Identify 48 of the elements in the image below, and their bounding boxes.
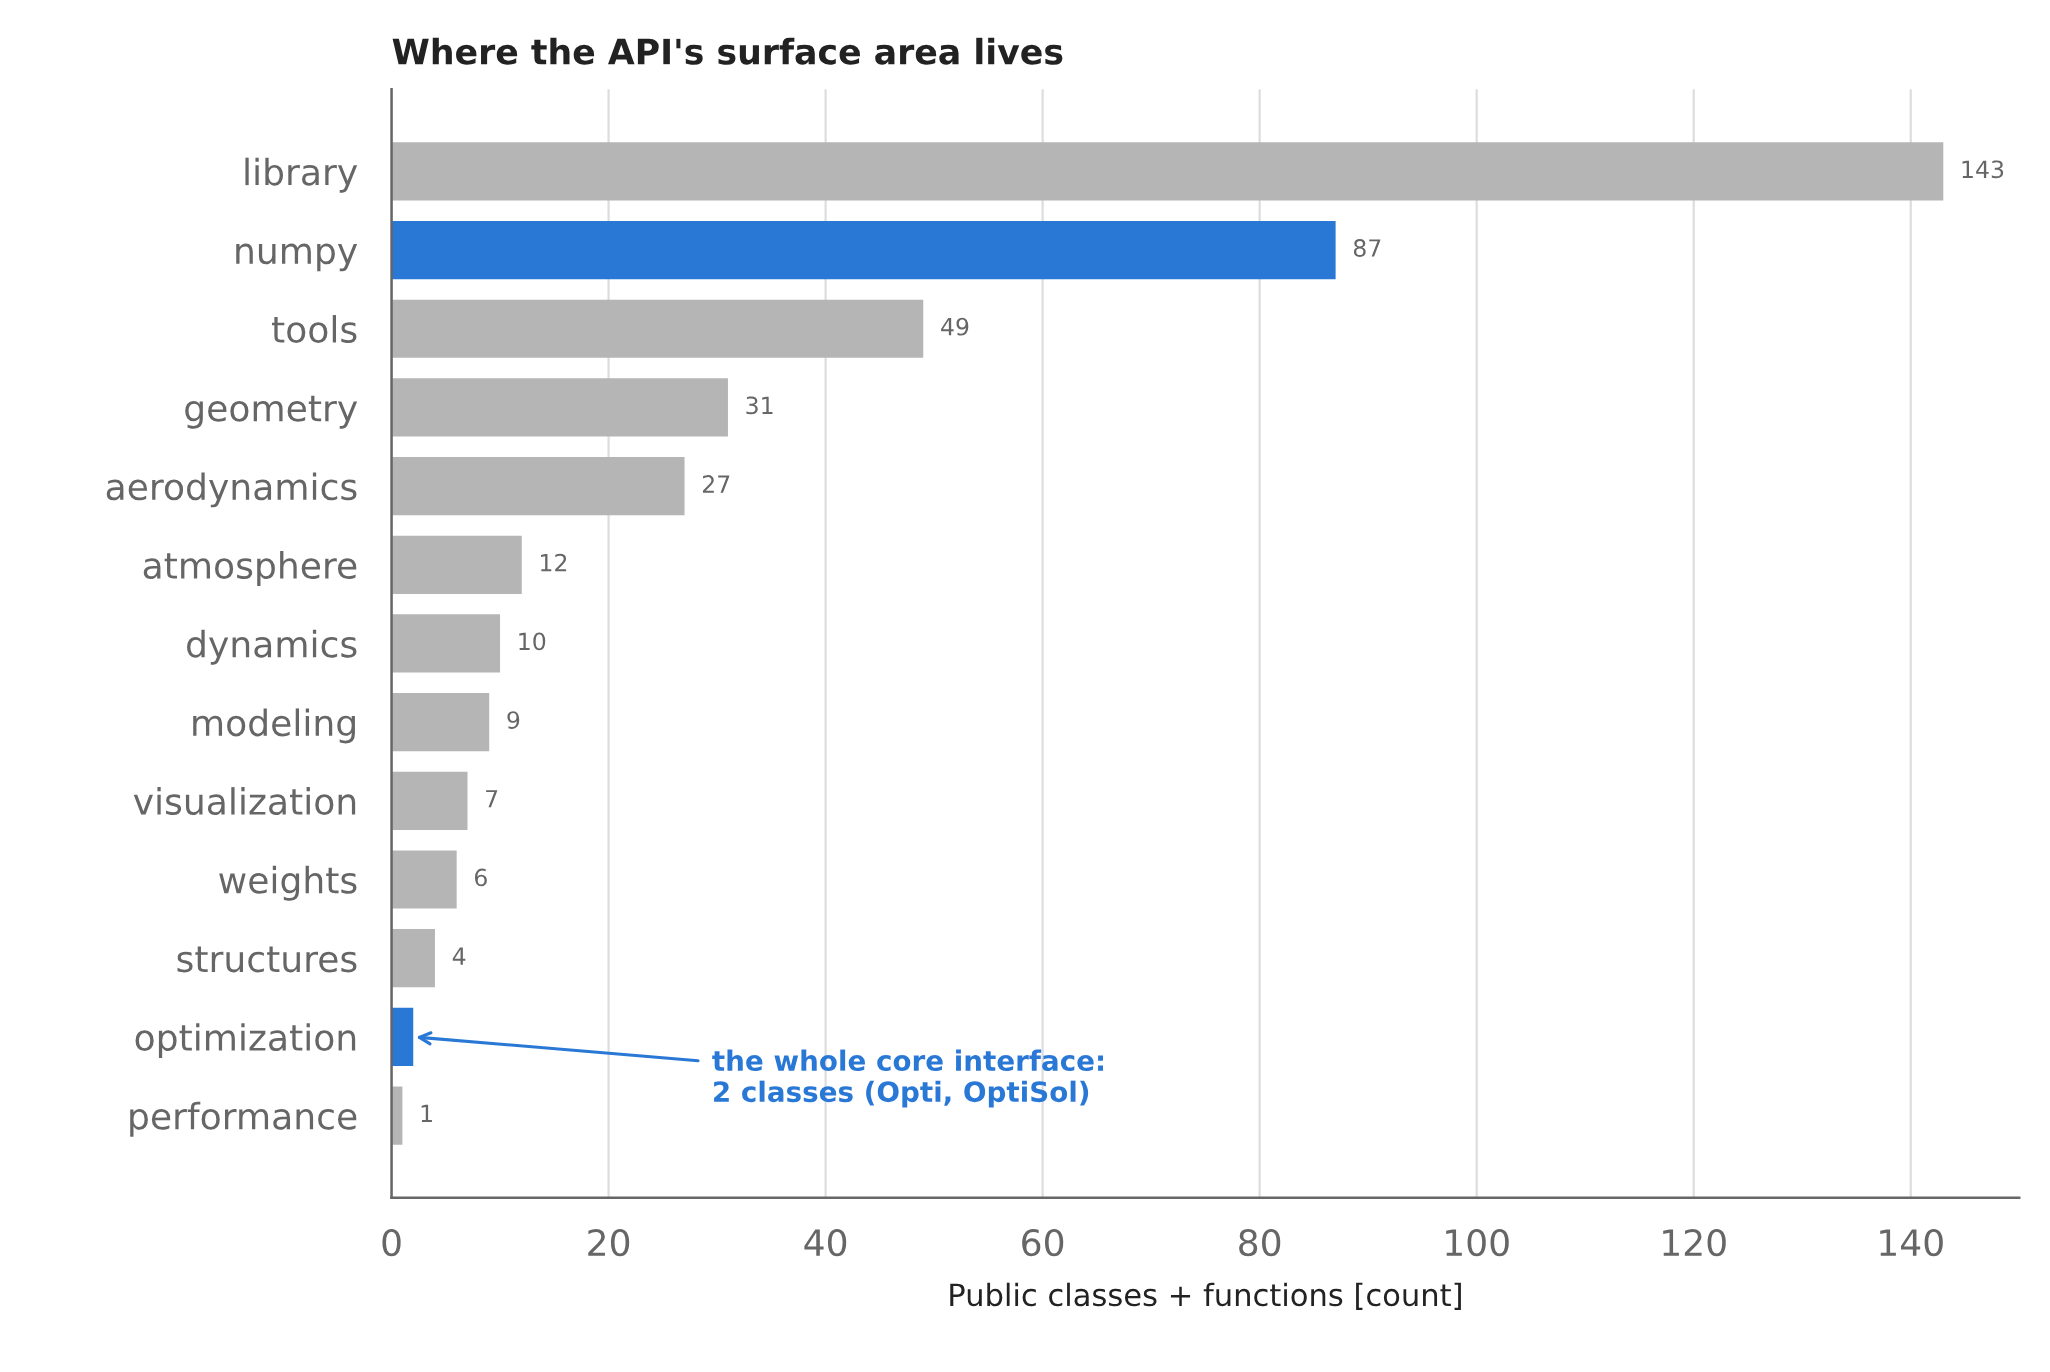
bar (391, 378, 728, 437)
x-tick-label: 80 (1239, 1228, 1281, 1257)
y-tick-label: tools (272, 315, 357, 343)
x-tick-label: 100 (1446, 1228, 1509, 1257)
y-tick-label: modeling (193, 708, 355, 744)
bar (391, 220, 1336, 280)
bar (391, 693, 490, 752)
bar (391, 614, 501, 673)
data-label: 31 (746, 396, 773, 415)
annotation: the whole core interface: 2 classes (Opti, OptiSol) (712, 1049, 1103, 1108)
y-tick-label: visualization (133, 787, 356, 816)
y-tick-label: performance (130, 1101, 357, 1137)
data-label: 1 (421, 1104, 432, 1123)
y-tick-label: dynamics (187, 629, 357, 665)
y-tick-label: aerodynamics (106, 472, 357, 508)
bar (391, 457, 685, 516)
data-label: 49 (941, 317, 969, 336)
x-tick-label: 60 (1022, 1228, 1064, 1257)
y-tick-label: weights (219, 865, 357, 901)
data-label: 12 (541, 553, 567, 572)
x-tick-label: 20 (588, 1228, 630, 1257)
y-tick-label: library (245, 157, 358, 193)
data-label: 10 (519, 632, 546, 651)
x-tick-label: 40 (804, 1228, 847, 1257)
y-tick-label: optimization (135, 1023, 356, 1059)
data-label: 4 (452, 947, 466, 965)
y-tick-label: numpy (236, 243, 358, 272)
bar (391, 299, 924, 358)
data-label: 9 (507, 711, 520, 729)
data-label: 6 (474, 868, 487, 887)
bar (391, 850, 457, 909)
x-axis-title: Public classes + functions [count] (950, 1282, 1461, 1310)
bar (391, 535, 522, 594)
y-tick-label: structures (177, 946, 357, 973)
data-label: 7 (486, 790, 498, 808)
data-label: 87 (1353, 239, 1381, 257)
bar (391, 929, 435, 988)
x-tick-label: 120 (1663, 1228, 1726, 1257)
bar (391, 771, 468, 830)
bar (391, 1007, 414, 1066)
x-tick-label: 140 (1880, 1228, 1943, 1257)
data-label: 27 (702, 475, 730, 493)
chart-title: Where the API's surface area lives (392, 37, 1063, 65)
x-tick-label: 0 (382, 1228, 401, 1257)
data-label: 143 (1962, 160, 2004, 179)
y-tick-label: geometry (185, 395, 358, 429)
y-tick-label: atmosphere (143, 551, 357, 587)
bar (391, 142, 1944, 201)
